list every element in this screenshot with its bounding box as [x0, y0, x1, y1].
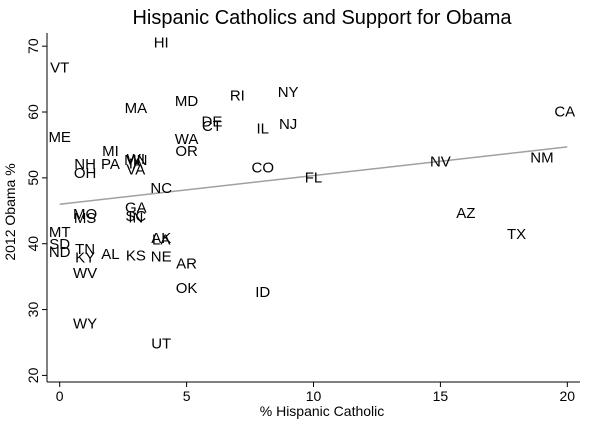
- point-label-tn: TN: [75, 241, 95, 258]
- point-label-pa: PA: [101, 156, 120, 173]
- point-label-mn: MN: [124, 152, 147, 169]
- point-label-mo: MO: [73, 206, 97, 223]
- point-label-oh: OH: [74, 165, 97, 182]
- point-label-ok: OK: [176, 280, 198, 297]
- point-label-hi: HI: [154, 34, 169, 51]
- y-tick-label: 40: [25, 236, 41, 252]
- point-label-me: ME: [48, 129, 71, 146]
- point-label-nj: NJ: [279, 116, 297, 133]
- point-label-nd: ND: [49, 244, 71, 261]
- x-tick-label: 0: [56, 388, 64, 404]
- point-label-nh: NH: [74, 156, 96, 173]
- x-tick-label: 15: [433, 388, 449, 404]
- y-tick-label: 30: [25, 302, 41, 318]
- point-label-la: LA: [152, 231, 170, 248]
- point-label-ms: MS: [74, 210, 97, 227]
- point-label-ak: AK: [151, 230, 171, 247]
- point-label-az: AZ: [456, 205, 475, 222]
- point-label-ut: UT: [151, 335, 171, 352]
- point-label-ar: AR: [176, 256, 197, 273]
- point-label-ks: KS: [126, 248, 146, 265]
- y-tick-label: 50: [25, 170, 41, 186]
- point-label-de: DE: [202, 113, 223, 130]
- x-tick-label: 5: [183, 388, 191, 404]
- point-label-sd: SD: [49, 236, 70, 253]
- point-label-il: IL: [256, 121, 269, 138]
- point-label-wi: WI: [127, 151, 145, 168]
- y-tick-label: 70: [25, 38, 41, 54]
- point-label-ia: IA: [129, 156, 143, 173]
- point-label-wa: WA: [175, 131, 199, 148]
- point-label-in: IN: [128, 210, 143, 227]
- point-label-wv: WV: [73, 265, 97, 282]
- point-label-al: AL: [101, 246, 119, 263]
- point-label-id: ID: [255, 284, 270, 301]
- point-label-or: OR: [175, 143, 198, 160]
- point-label-ma: MA: [125, 100, 148, 117]
- point-label-ga: GA: [125, 200, 147, 217]
- point-label-ne: NE: [151, 248, 172, 265]
- point-label-md: MD: [175, 93, 198, 110]
- point-label-ri: RI: [230, 88, 245, 105]
- point-label-mt: MT: [49, 224, 71, 241]
- point-label-mi: MI: [102, 143, 119, 160]
- y-tick-label: 60: [25, 104, 41, 120]
- point-label-va: VA: [126, 161, 145, 178]
- x-tick-label: 10: [306, 388, 322, 404]
- chart-title: Hispanic Catholics and Support for Obama: [132, 7, 512, 29]
- x-axis-label: % Hispanic Catholic: [260, 403, 385, 419]
- point-label-ct: CT: [202, 118, 222, 135]
- point-label-co: CO: [251, 159, 274, 176]
- point-label-tx: TX: [507, 226, 526, 243]
- point-label-nc: NC: [150, 180, 172, 197]
- point-label-ca: CA: [554, 104, 575, 121]
- point-label-nv: NV: [430, 154, 451, 171]
- point-label-wy: WY: [73, 316, 97, 333]
- point-label-ny: NY: [278, 84, 299, 101]
- point-label-ky: KY: [75, 250, 95, 267]
- x-tick-label: 20: [560, 388, 576, 404]
- y-axis-label: 2012 Obama %: [2, 163, 18, 260]
- point-label-nm: NM: [530, 150, 553, 167]
- y-tick-label: 20: [25, 367, 41, 383]
- point-label-fl: FL: [305, 169, 323, 186]
- point-label-sc: SC: [125, 208, 146, 225]
- point-label-vt: VT: [50, 59, 69, 76]
- fit-line: [59, 146, 568, 205]
